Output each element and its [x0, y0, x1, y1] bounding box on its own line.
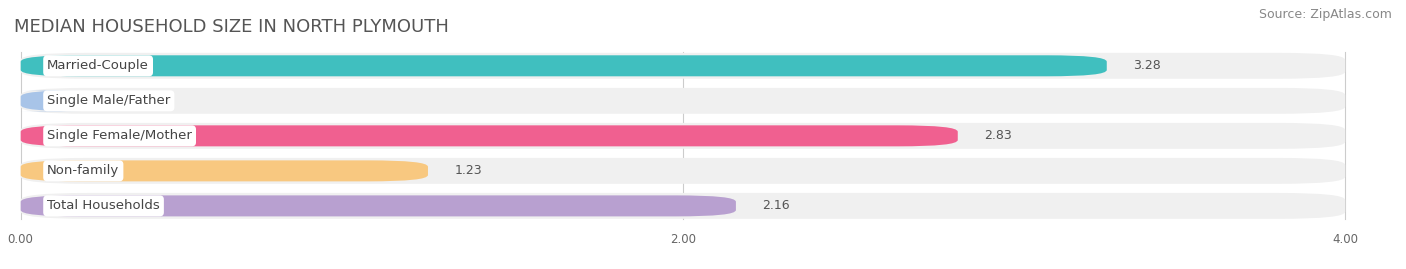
- Text: Total Households: Total Households: [48, 199, 160, 213]
- FancyBboxPatch shape: [21, 55, 1107, 76]
- FancyBboxPatch shape: [21, 53, 1346, 79]
- FancyBboxPatch shape: [21, 158, 1346, 184]
- Text: Non-family: Non-family: [48, 164, 120, 177]
- FancyBboxPatch shape: [21, 195, 735, 216]
- Text: MEDIAN HOUSEHOLD SIZE IN NORTH PLYMOUTH: MEDIAN HOUSEHOLD SIZE IN NORTH PLYMOUTH: [14, 18, 449, 36]
- Text: 3.28: 3.28: [1133, 59, 1161, 72]
- FancyBboxPatch shape: [21, 88, 1346, 114]
- FancyBboxPatch shape: [21, 160, 427, 181]
- FancyBboxPatch shape: [21, 125, 957, 146]
- Text: Single Female/Mother: Single Female/Mother: [48, 129, 193, 142]
- FancyBboxPatch shape: [21, 90, 80, 111]
- Text: Source: ZipAtlas.com: Source: ZipAtlas.com: [1258, 8, 1392, 21]
- FancyBboxPatch shape: [21, 123, 1346, 149]
- Text: 2.83: 2.83: [984, 129, 1012, 142]
- Text: 1.23: 1.23: [454, 164, 482, 177]
- Text: 0.00: 0.00: [107, 94, 135, 107]
- FancyBboxPatch shape: [21, 193, 1346, 219]
- Text: 2.16: 2.16: [762, 199, 790, 213]
- Text: Married-Couple: Married-Couple: [48, 59, 149, 72]
- Text: Single Male/Father: Single Male/Father: [48, 94, 170, 107]
